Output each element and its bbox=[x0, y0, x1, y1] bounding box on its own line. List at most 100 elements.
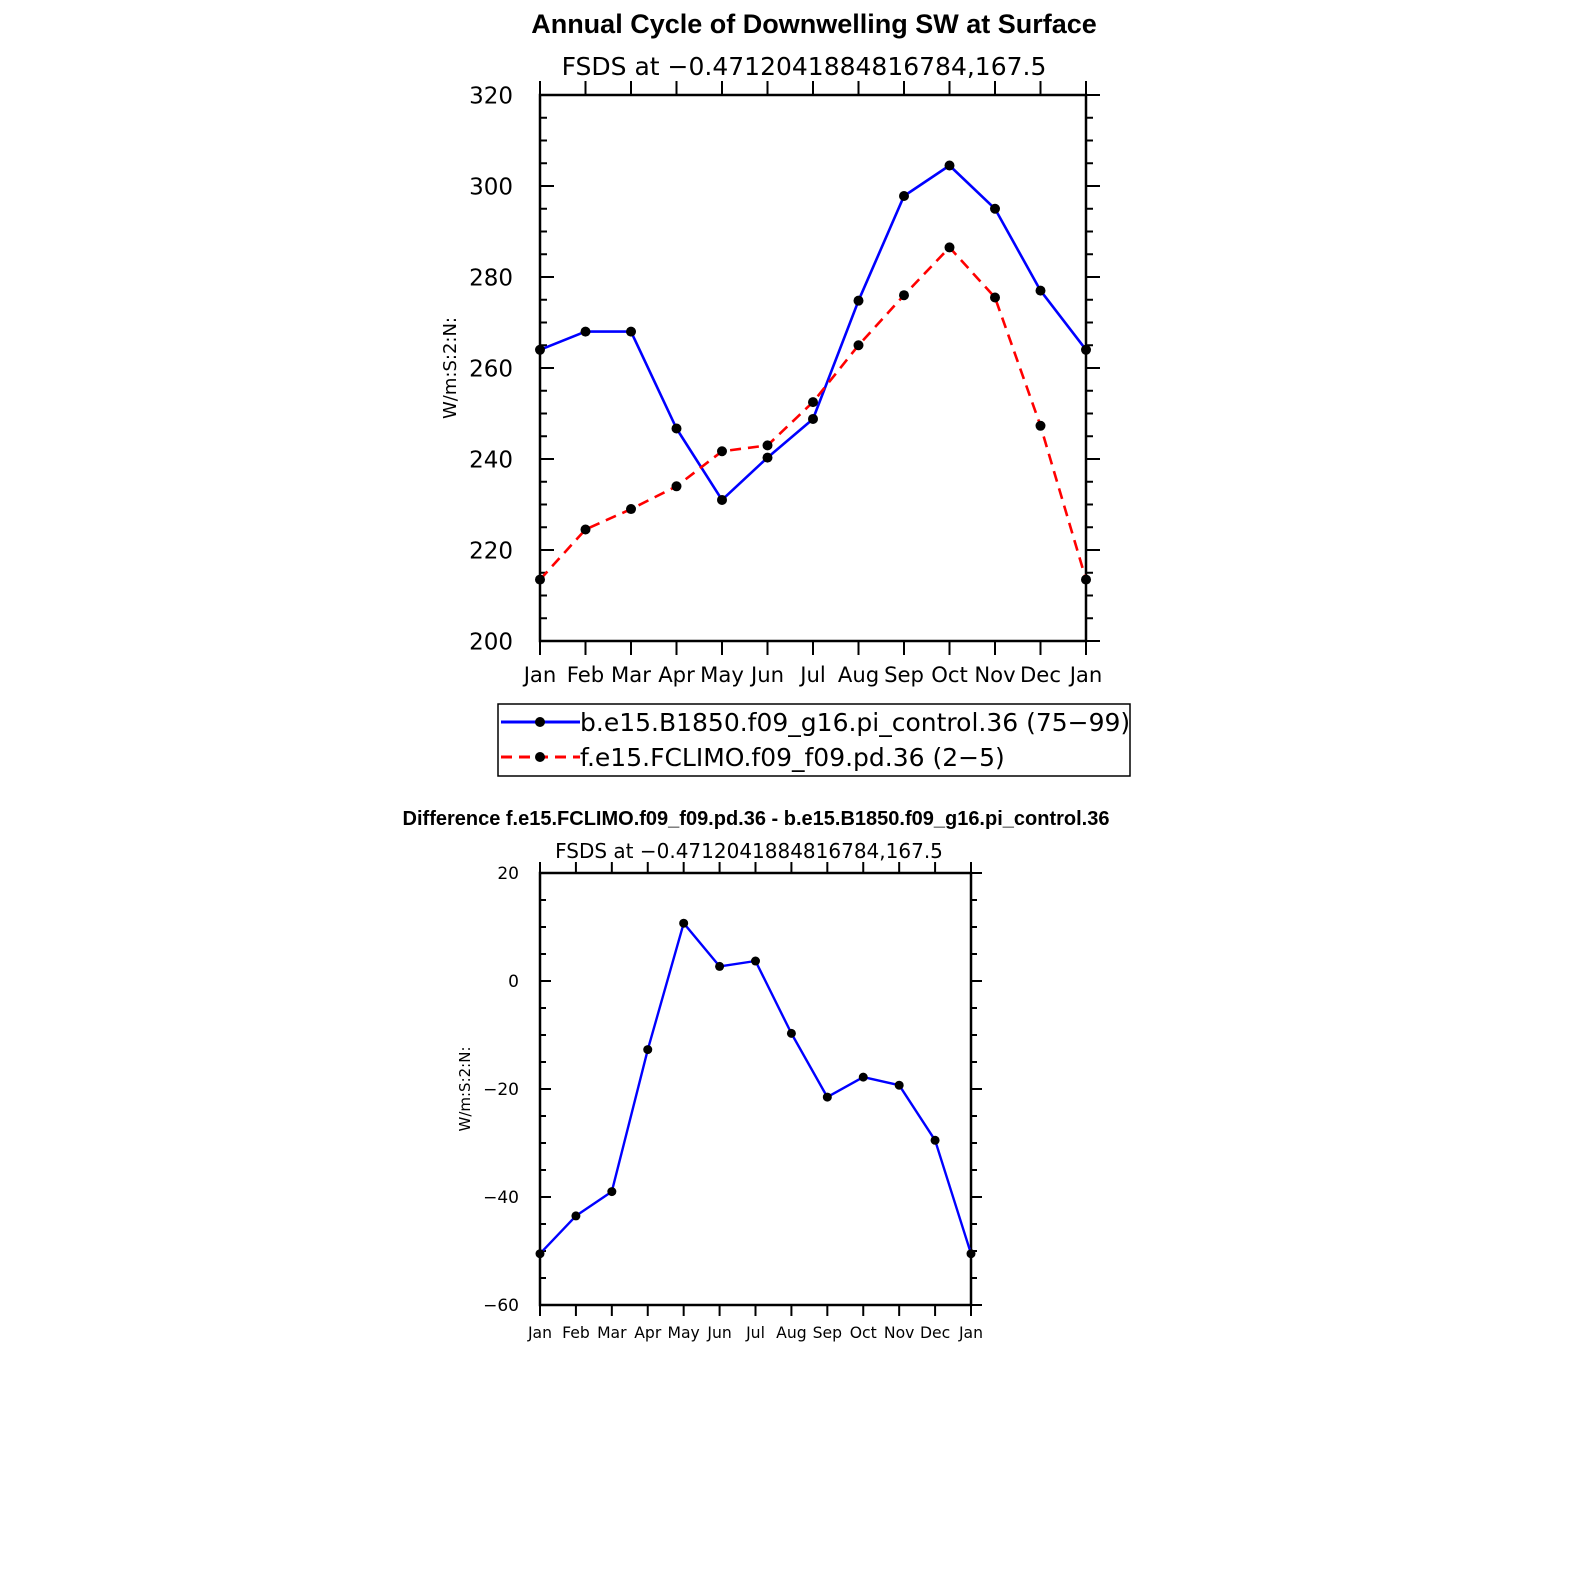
legend-label: f.e15.FCLIMO.f09_f09.pd.36 (2−5) bbox=[580, 743, 1005, 772]
x-tick-label: Nov bbox=[884, 1323, 915, 1342]
data-point bbox=[966, 1249, 976, 1259]
data-point bbox=[853, 340, 864, 351]
data-point bbox=[894, 1080, 904, 1090]
x-tick-label: Aug bbox=[776, 1323, 807, 1342]
data-point bbox=[899, 290, 909, 301]
legend-entry: b.e15.B1850.f09_g16.pi_control.36 (75−99… bbox=[501, 708, 1130, 737]
data-point bbox=[643, 1045, 653, 1055]
y-tick-label: 200 bbox=[469, 629, 513, 655]
y-tick-label: 260 bbox=[469, 356, 513, 382]
difference-panel: Difference f.e15.FCLIMO.f09_f09.pd.36 - … bbox=[403, 808, 1110, 1342]
x-tick-label: Dec bbox=[920, 1323, 950, 1342]
x-tick-label: Apr bbox=[634, 1323, 662, 1342]
chart-title: Difference f.e15.FCLIMO.f09_f09.pd.36 - … bbox=[403, 808, 1110, 830]
x-tick-label: Dec bbox=[1020, 662, 1061, 687]
x-tick-label: Jul bbox=[798, 662, 826, 687]
y-tick-label: 240 bbox=[469, 447, 513, 473]
data-point bbox=[535, 1249, 545, 1259]
plot-area: −60 −40 −20 0 20 Jan Feb Mar Apr May Jun Jul Aug Sep O… bbox=[483, 862, 983, 1342]
x-tick-label: Nov bbox=[974, 662, 1015, 687]
x-tick-label: Sep bbox=[813, 1323, 843, 1342]
x-tick-label: Oct bbox=[931, 662, 968, 687]
data-point bbox=[990, 292, 1000, 303]
x-tick-label: Sep bbox=[884, 662, 924, 687]
x-tick-label: Feb bbox=[562, 1323, 590, 1342]
x-tick-label: Aug bbox=[838, 662, 879, 687]
data-point bbox=[822, 1092, 832, 1102]
data-point bbox=[899, 191, 909, 202]
legend: b.e15.B1850.f09_g16.pi_control.36 (75−99… bbox=[497, 703, 1131, 777]
data-point bbox=[1035, 420, 1046, 431]
data-point bbox=[571, 1211, 581, 1221]
plot-area: 200 220 240 260 280 300 320 Jan Feb Mar Apr May Jun J… bbox=[469, 81, 1102, 687]
y-axis-label: W/m:S:2:N: bbox=[440, 317, 461, 419]
x-tick-label: May bbox=[668, 1323, 700, 1342]
data-point bbox=[762, 440, 773, 451]
data-point bbox=[607, 1187, 617, 1197]
series-line bbox=[539, 246, 1088, 581]
data-point bbox=[626, 326, 636, 337]
legend-label: b.e15.B1850.f09_g16.pi_control.36 (75−99… bbox=[580, 708, 1130, 737]
data-point bbox=[762, 452, 773, 463]
series-line bbox=[539, 922, 973, 1255]
data-point bbox=[626, 504, 636, 515]
data-point bbox=[580, 326, 591, 337]
y-tick-label: −20 bbox=[483, 1080, 519, 1100]
legend-box bbox=[497, 703, 1131, 777]
x-tick-label: Jun bbox=[749, 662, 784, 687]
x-tick-label: Jan bbox=[527, 1323, 552, 1342]
y-tick-label: 0 bbox=[508, 972, 519, 992]
data-point bbox=[679, 918, 689, 928]
data-point bbox=[990, 203, 1000, 214]
series-line bbox=[539, 164, 1088, 502]
data-point bbox=[808, 413, 818, 424]
data-point bbox=[751, 956, 760, 966]
x-tick-label: May bbox=[700, 662, 744, 687]
x-tick-label: Jun bbox=[706, 1323, 731, 1342]
y-tick-label: 20 bbox=[497, 864, 519, 884]
data-point bbox=[717, 446, 727, 457]
data-point bbox=[930, 1135, 940, 1145]
plot-frame bbox=[538, 871, 973, 1307]
data-point bbox=[853, 295, 864, 306]
data-point bbox=[858, 1072, 868, 1082]
chart-subtitle: FSDS at −0.4712041884816784,167.5 bbox=[555, 839, 943, 863]
x-tick-label: Jan bbox=[1068, 662, 1103, 687]
data-point bbox=[944, 160, 955, 171]
data-point bbox=[580, 524, 591, 535]
y-tick-label: −60 bbox=[483, 1296, 519, 1316]
x-tick-label: Jan bbox=[522, 662, 557, 687]
legend-marker bbox=[535, 717, 545, 727]
data-point bbox=[671, 423, 682, 434]
plot-frame bbox=[538, 93, 1088, 643]
data-point bbox=[1081, 344, 1091, 355]
x-tick-label: Mar bbox=[597, 1323, 627, 1342]
y-tick-label: 320 bbox=[469, 83, 513, 109]
chart-title: Annual Cycle of Downwelling SW at Surfac… bbox=[531, 9, 1097, 39]
data-point bbox=[715, 961, 725, 971]
data-point bbox=[717, 494, 727, 505]
data-point bbox=[944, 242, 955, 253]
data-point bbox=[786, 1028, 796, 1038]
x-tick-label: Mar bbox=[611, 662, 651, 687]
data-point bbox=[671, 481, 682, 492]
x-tick-label: Oct bbox=[850, 1323, 877, 1342]
legend-marker bbox=[535, 752, 545, 762]
y-axis-label: W/m:S:2:N: bbox=[456, 1047, 474, 1132]
x-tick-label: Feb bbox=[567, 662, 604, 687]
x-tick-label: Jul bbox=[745, 1323, 765, 1342]
x-tick-label: Jan bbox=[958, 1323, 983, 1342]
data-point bbox=[1081, 574, 1091, 585]
data-point bbox=[808, 397, 818, 408]
x-tick-label: Apr bbox=[658, 662, 695, 687]
annual-cycle-panel: Annual Cycle of Downwelling SW at Surfac… bbox=[440, 9, 1131, 777]
legend-entry: f.e15.FCLIMO.f09_f09.pd.36 (2−5) bbox=[501, 743, 1005, 772]
y-tick-label: 300 bbox=[469, 174, 513, 200]
data-point bbox=[535, 574, 545, 585]
data-point bbox=[535, 344, 545, 355]
data-point bbox=[1035, 285, 1046, 296]
y-tick-label: 220 bbox=[469, 538, 513, 564]
chart-subtitle: FSDS at −0.4712041884816784,167.5 bbox=[562, 52, 1047, 81]
y-tick-label: 280 bbox=[469, 265, 513, 291]
